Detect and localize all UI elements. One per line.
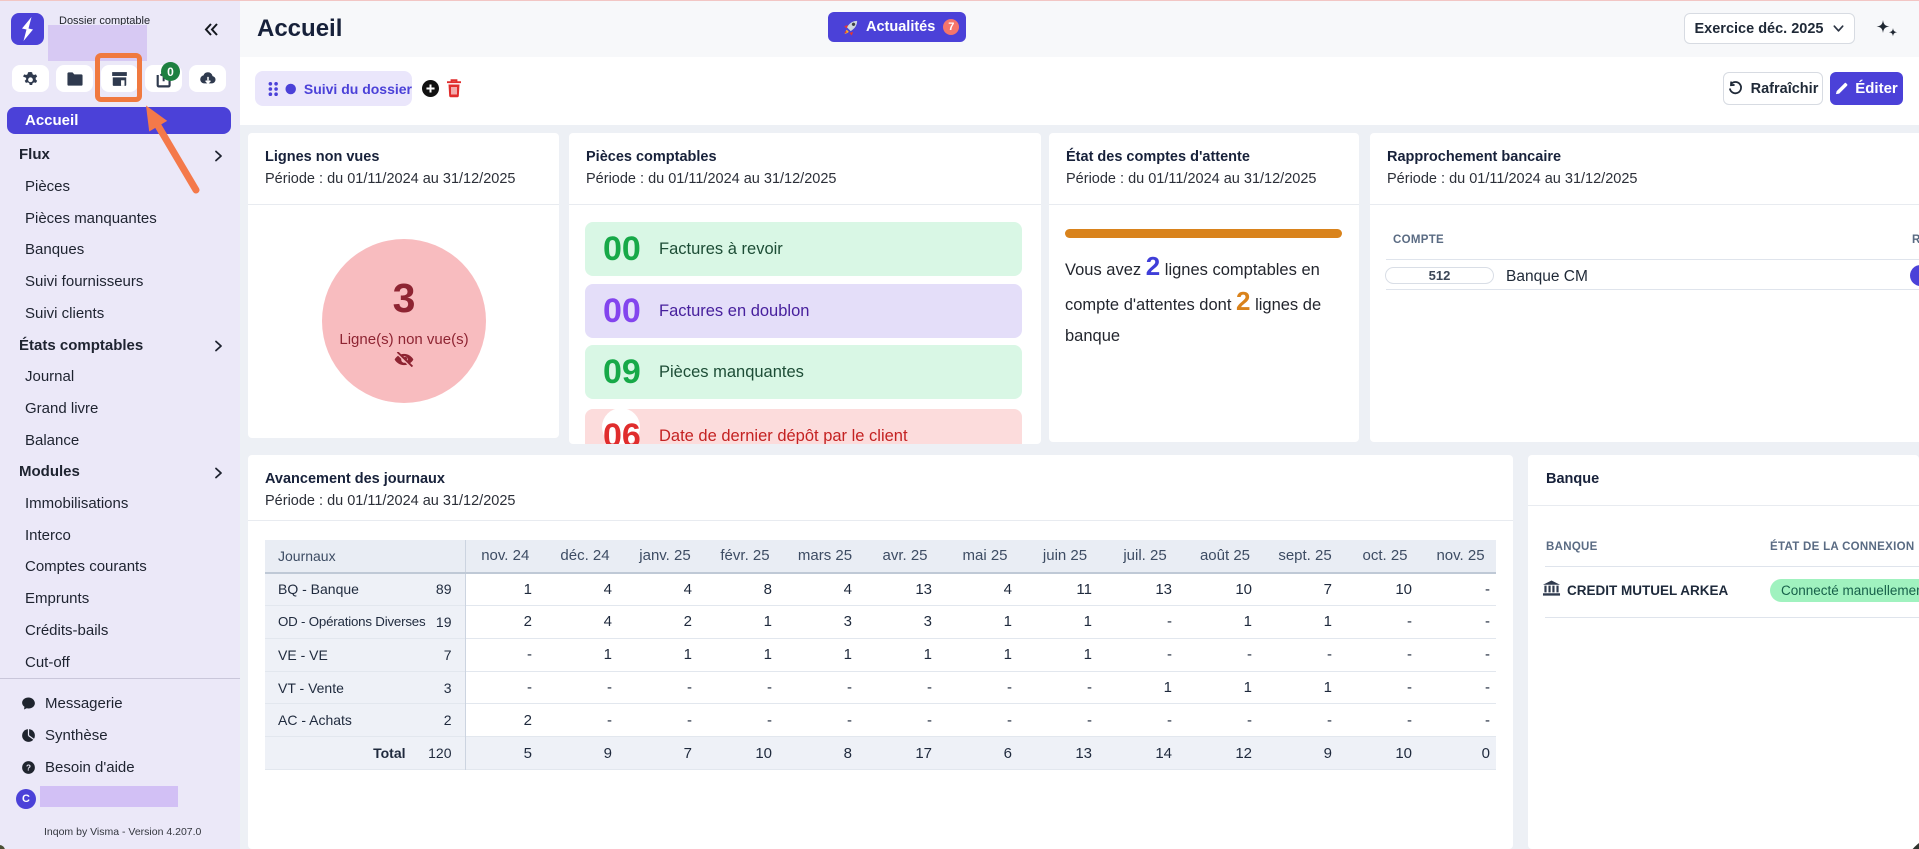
svg-text:?: ?	[26, 763, 31, 772]
